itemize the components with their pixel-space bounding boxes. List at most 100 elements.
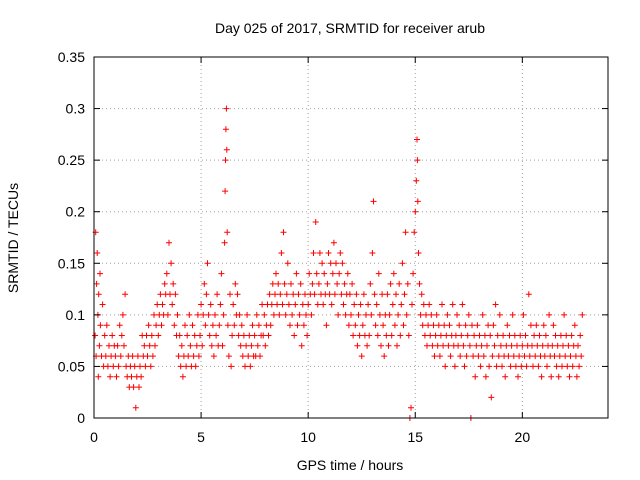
data-point <box>451 363 458 370</box>
data-point <box>534 342 541 349</box>
data-point <box>101 332 108 339</box>
data-point <box>525 291 532 298</box>
data-point <box>511 332 518 339</box>
data-point <box>294 322 301 329</box>
data-point <box>502 373 509 380</box>
data-point <box>434 342 441 349</box>
data-point <box>496 311 503 318</box>
data-point <box>229 332 236 339</box>
x-tick-label: 5 <box>197 429 205 445</box>
data-point <box>365 301 372 308</box>
data-point <box>469 322 475 329</box>
data-point <box>439 301 445 308</box>
data-point <box>551 353 558 360</box>
data-point <box>240 332 247 339</box>
data-point <box>374 332 381 339</box>
data-point <box>269 280 276 287</box>
data-point <box>549 342 556 349</box>
data-point <box>370 198 377 205</box>
data-point <box>346 291 353 298</box>
data-point <box>572 353 579 360</box>
data-point <box>567 353 574 360</box>
data-point <box>381 353 388 360</box>
data-point <box>416 280 423 287</box>
data-point <box>325 250 332 256</box>
data-point <box>379 291 386 298</box>
data-point <box>414 198 421 205</box>
data-point <box>280 229 287 236</box>
data-point <box>568 332 575 339</box>
data-point <box>447 353 454 360</box>
data-point <box>559 363 565 370</box>
data-point <box>578 353 585 360</box>
data-point <box>251 332 258 339</box>
data-point <box>555 373 562 380</box>
data-point <box>95 291 102 298</box>
data-point <box>136 384 142 391</box>
data-point <box>96 342 103 349</box>
data-point <box>224 322 231 329</box>
data-point <box>314 301 321 308</box>
data-point <box>242 363 248 370</box>
data-point <box>132 404 139 411</box>
data-point <box>517 332 524 339</box>
data-point <box>393 291 399 298</box>
data-point <box>155 332 162 339</box>
data-point <box>577 332 584 339</box>
data-point <box>400 322 407 329</box>
data-point <box>500 332 507 339</box>
data-point <box>338 291 345 298</box>
data-point <box>249 322 256 329</box>
data-point <box>367 280 374 287</box>
data-point <box>466 342 473 349</box>
data-point <box>415 250 422 256</box>
data-point <box>128 373 135 380</box>
data-point <box>357 301 364 308</box>
data-point <box>494 332 501 339</box>
data-point <box>486 363 493 370</box>
data-point <box>214 291 221 298</box>
data-point <box>401 291 408 298</box>
data-point <box>441 322 448 329</box>
data-point <box>366 332 373 339</box>
data-point <box>245 353 252 360</box>
data-point <box>334 280 341 287</box>
data-point <box>148 332 155 339</box>
data-point <box>205 311 212 318</box>
data-point <box>309 280 316 287</box>
data-point <box>330 239 337 246</box>
data-point <box>308 311 315 318</box>
data-point <box>116 322 123 329</box>
data-point <box>222 157 229 164</box>
data-point <box>464 332 471 339</box>
data-point <box>368 311 375 318</box>
data-point <box>315 280 322 287</box>
data-point <box>213 332 220 339</box>
data-point <box>243 342 250 349</box>
data-point <box>177 363 184 370</box>
data-point <box>201 280 208 287</box>
data-point <box>538 373 545 380</box>
data-point <box>137 363 143 370</box>
data-point <box>154 301 161 308</box>
data-point <box>355 311 362 318</box>
data-point <box>477 363 484 370</box>
data-point <box>208 342 215 349</box>
y-tick-label: 0.2 <box>66 204 86 220</box>
data-point <box>489 353 496 360</box>
data-point <box>474 322 481 329</box>
data-point <box>333 260 339 267</box>
data-point <box>417 311 424 318</box>
data-point <box>435 322 442 329</box>
data-point <box>419 322 426 329</box>
data-point <box>446 322 453 329</box>
data-point <box>283 291 290 298</box>
data-point <box>378 342 384 349</box>
data-point <box>493 363 500 370</box>
data-point <box>110 363 117 370</box>
data-point <box>145 322 152 329</box>
data-point <box>192 363 199 370</box>
data-point <box>288 280 294 287</box>
data-point <box>431 353 438 360</box>
data-point <box>112 353 119 360</box>
